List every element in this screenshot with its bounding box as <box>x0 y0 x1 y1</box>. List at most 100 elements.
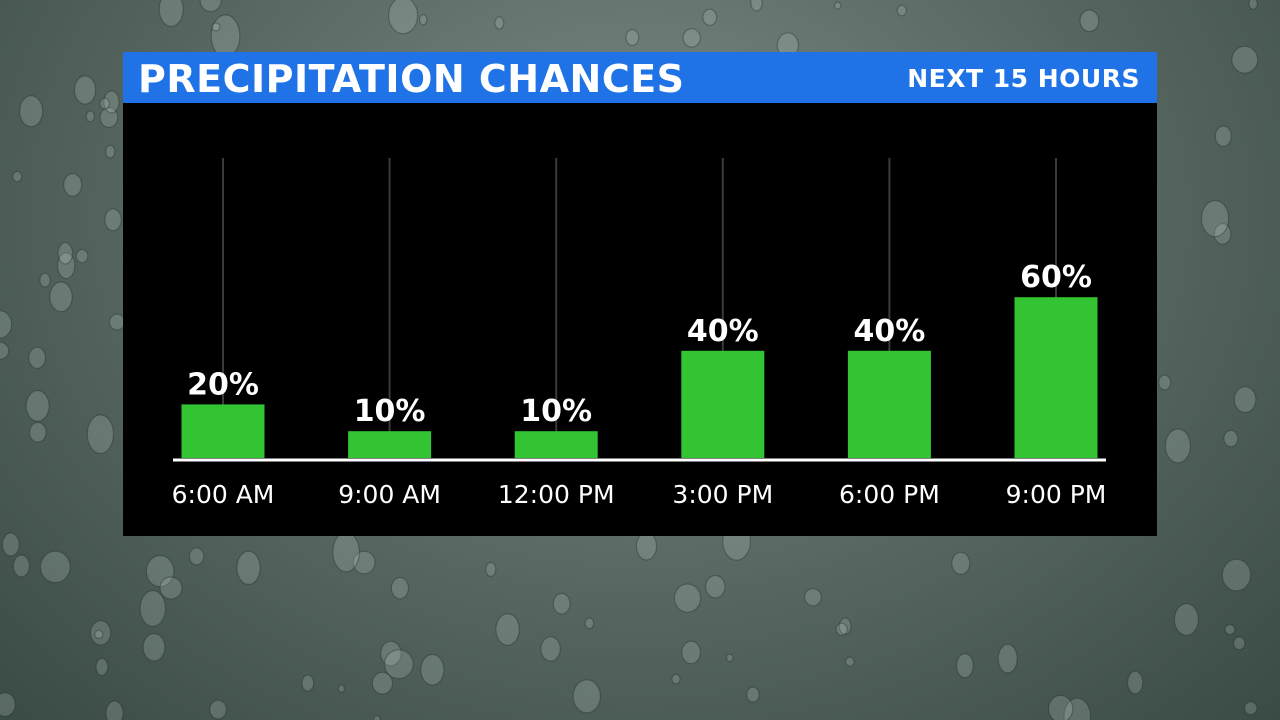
chart-subtitle: NEXT 15 HOURS <box>907 64 1140 93</box>
raindrop <box>1214 125 1232 147</box>
value-label: 40% <box>687 314 759 349</box>
raindrop <box>833 1 842 10</box>
raindrop <box>236 550 261 586</box>
raindrop <box>485 561 497 578</box>
raindrop <box>159 576 183 600</box>
x-tick-label: 9:00 AM <box>338 480 441 509</box>
raindrop <box>56 252 76 280</box>
raindrop <box>835 622 848 636</box>
raindrop <box>671 673 681 685</box>
raindrop <box>371 671 394 695</box>
raindrop <box>804 588 822 607</box>
x-tick-label: 6:00 AM <box>172 480 275 509</box>
raindrop <box>845 656 855 667</box>
raindrop <box>352 550 376 575</box>
raindrop <box>145 554 175 588</box>
raindrop <box>99 97 110 110</box>
raindrop <box>494 16 505 30</box>
raindrop <box>104 208 122 232</box>
raindrop <box>373 715 381 720</box>
raindrop <box>0 692 16 717</box>
raindrop <box>704 574 726 599</box>
bar-2 <box>514 431 598 458</box>
raindrop <box>1231 45 1259 74</box>
raindrop <box>1164 428 1192 464</box>
raindrop <box>1200 199 1230 238</box>
raindrop <box>725 653 734 663</box>
raindrop <box>95 657 109 677</box>
raindrop <box>188 547 205 566</box>
raindrop <box>73 75 97 105</box>
x-tick-labels: 6:00 AM 9:00 AM 12:00 PM 3:00 PM 6:00 PM 9:00… <box>172 480 1107 509</box>
raindrop <box>12 170 23 183</box>
raindrop <box>1126 670 1144 695</box>
raindrop <box>1232 636 1246 651</box>
value-label: 20% <box>187 367 259 402</box>
raindrop <box>1233 386 1257 414</box>
raindrop <box>390 576 409 600</box>
x-tick-label: 12:00 PM <box>498 480 615 509</box>
raindrop <box>57 242 74 265</box>
bar-5 <box>1014 297 1098 458</box>
raindrop <box>199 0 222 13</box>
raindrop <box>682 28 701 48</box>
raindrop <box>104 144 116 159</box>
raindrop <box>955 653 974 679</box>
raindrop <box>552 592 571 615</box>
raindrop <box>838 617 852 635</box>
raindrop <box>301 674 315 692</box>
bars <box>181 297 1098 458</box>
raindrop <box>332 531 361 573</box>
raindrop <box>997 643 1018 674</box>
raindrop <box>63 172 83 197</box>
raindrop <box>139 590 167 627</box>
chart-title: PRECIPITATION CHANCES <box>138 57 685 101</box>
value-label: 10% <box>520 394 592 429</box>
gridlines <box>222 158 1057 458</box>
raindrop <box>0 341 10 360</box>
raindrop <box>1213 223 1232 245</box>
raindrop <box>105 700 124 720</box>
raindrop <box>495 613 520 646</box>
raindrop <box>383 649 414 680</box>
raindrop <box>896 4 908 17</box>
raindrop <box>572 679 602 714</box>
raindrop <box>99 106 119 128</box>
raindrop <box>158 0 184 27</box>
raindrop <box>49 281 73 313</box>
raindrop <box>103 90 120 114</box>
raindrop <box>702 8 718 26</box>
raindrop <box>25 389 50 422</box>
raindrop <box>746 686 760 703</box>
value-label: 10% <box>354 394 426 429</box>
raindrop <box>85 110 96 123</box>
raindrop <box>12 554 31 578</box>
raindrop <box>673 583 702 613</box>
raindrop <box>1221 558 1252 592</box>
title-bar: PRECIPITATION CHANCES NEXT 15 HOURS <box>123 52 1157 103</box>
raindrop <box>89 620 112 646</box>
raindrop <box>209 699 228 720</box>
raindrop <box>750 0 763 12</box>
raindrop <box>39 272 51 288</box>
bar-0 <box>181 404 265 458</box>
raindrop <box>94 629 104 640</box>
x-tick-label: 9:00 PM <box>1006 480 1107 509</box>
raindrop <box>142 632 166 662</box>
raindrop <box>1243 701 1258 716</box>
bar-3 <box>681 350 765 458</box>
value-label: 40% <box>853 314 925 349</box>
raindrop <box>1173 603 1200 636</box>
raindrop <box>337 684 346 693</box>
raindrop <box>19 95 44 128</box>
raindrop <box>210 14 241 58</box>
raindrop <box>1063 697 1092 720</box>
raindrop <box>420 653 445 686</box>
raindrop <box>39 550 71 584</box>
raindrop <box>584 617 595 630</box>
raindrop <box>28 346 46 369</box>
raindrop <box>1224 623 1236 636</box>
raindrop <box>1158 374 1172 391</box>
raindrop <box>380 640 402 667</box>
